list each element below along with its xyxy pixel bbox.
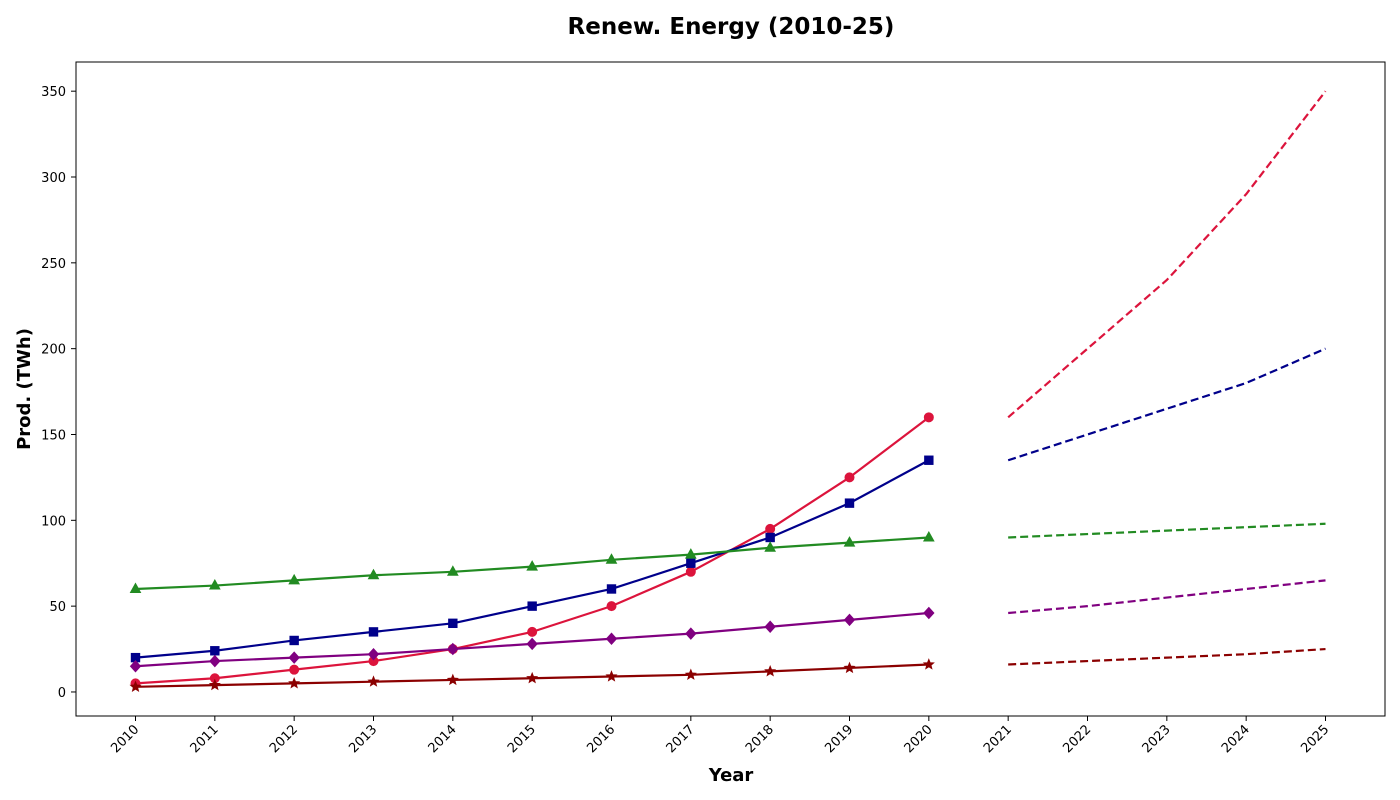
data-point (764, 665, 777, 677)
x-tick-label: 2015 (505, 722, 539, 756)
data-point (289, 664, 300, 675)
series-4 (129, 647, 1326, 692)
forecast-line (1007, 347, 1326, 462)
y-tick-label: 200 (41, 343, 66, 358)
data-point (289, 635, 299, 646)
data-point (208, 579, 221, 590)
x-tick-label: 2019 (822, 722, 856, 756)
forecast-line (1008, 647, 1326, 666)
data-point (129, 659, 142, 673)
data-point (606, 584, 617, 594)
data-point (605, 553, 618, 564)
data-point (605, 632, 618, 645)
data-point (129, 680, 142, 692)
data-point (446, 673, 459, 686)
data-point (605, 670, 618, 682)
data-point (526, 637, 538, 651)
x-tick-label: 2023 (1140, 722, 1174, 756)
data-point (843, 536, 856, 547)
data-point (526, 671, 539, 684)
data-point (208, 678, 221, 691)
y-tick-label: 150 (41, 428, 66, 443)
x-tick-label: 2025 (1298, 722, 1332, 756)
data-point (367, 675, 380, 687)
data-point (606, 601, 617, 612)
forecast-line (1007, 90, 1327, 419)
x-tick-label: 2014 (426, 722, 460, 756)
x-tick-label: 2013 (346, 722, 380, 756)
forecast-line (1008, 522, 1326, 539)
data-point (368, 627, 379, 637)
data-point (685, 627, 697, 640)
data-point (210, 646, 220, 656)
data-point (923, 606, 935, 620)
forecast-line (1008, 579, 1326, 615)
data-point (367, 568, 380, 580)
data-point (765, 523, 776, 534)
data-point (685, 566, 696, 577)
y-tick-label: 300 (41, 171, 66, 186)
data-point (447, 642, 459, 656)
x-tick-label: 2011 (188, 722, 222, 756)
plot-area (75, 61, 1386, 717)
data-point (288, 651, 300, 664)
data-point (843, 613, 856, 627)
data-point (684, 548, 697, 559)
x-tick-label: 2012 (267, 722, 301, 756)
y-tick-label: 350 (41, 85, 66, 100)
data-point (686, 558, 696, 568)
data-point (922, 658, 935, 670)
x-tick-label: 2016 (584, 722, 618, 756)
data-point (922, 530, 935, 542)
data-point (924, 455, 934, 465)
x-tick-label: 2022 (1060, 722, 1094, 756)
x-tick-label: 2021 (981, 722, 1015, 756)
y-tick-label: 50 (49, 600, 66, 615)
y-axis-label: Prod. (TWh) (14, 328, 35, 450)
x-tick-label: 2024 (1219, 722, 1253, 756)
data-point (765, 532, 775, 543)
series-3 (129, 579, 1326, 673)
data-point (923, 412, 934, 423)
x-tick-label: 2010 (108, 722, 142, 756)
data-point (288, 573, 301, 585)
data-point (526, 560, 539, 571)
data-point (446, 565, 459, 576)
data-point (684, 668, 697, 680)
x-axis: 2010 2011 2012 2013 2014 2015 2016 2017 2018 2019… (108, 716, 1332, 756)
data-point (764, 620, 776, 633)
y-tick-label: 100 (41, 514, 66, 529)
chart-title: Renew. Energy (2010-25) (568, 14, 895, 40)
data-point (764, 541, 777, 552)
data-point (288, 677, 301, 689)
series-1 (130, 347, 1326, 663)
y-tick-label: 250 (41, 257, 66, 272)
data-point (527, 626, 538, 637)
data-point (844, 498, 855, 508)
series-2 (129, 522, 1326, 593)
x-tick-label: 2020 (902, 722, 936, 756)
data-point (129, 582, 142, 593)
x-tick-label: 2017 (664, 722, 698, 756)
y-tick-label: 0 (58, 686, 66, 701)
y-axis: 0 50 100 150 200 250 300 350 (41, 85, 76, 701)
data-point (843, 661, 856, 674)
data-point (448, 618, 458, 629)
data-point (844, 472, 855, 483)
x-axis-label: Year (708, 765, 754, 786)
data-point (367, 647, 380, 661)
series-layer (129, 90, 1327, 692)
x-tick-label: 2018 (743, 722, 777, 756)
data-point (527, 601, 537, 611)
data-point (209, 654, 221, 668)
series-0 (130, 90, 1327, 689)
